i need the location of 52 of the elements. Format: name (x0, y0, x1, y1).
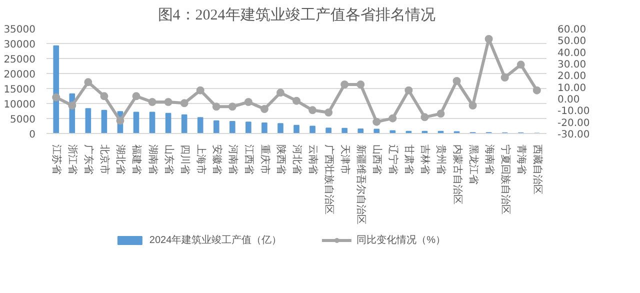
x-tick-label: 江苏省 (50, 144, 63, 174)
x-tick-label: 福建省 (130, 144, 143, 174)
y2-tick-label: -10.00 (558, 106, 590, 118)
x-tick-label: 河北省 (291, 144, 303, 174)
x-tick-label: 上海市 (194, 144, 207, 174)
x-tick-label: 吉林省 (419, 144, 432, 174)
x-tick-label: 安徽省 (210, 144, 223, 174)
y2-tick-label: -20.00 (558, 118, 590, 129)
y-tick-label: 20000 (4, 70, 36, 80)
x-tick-label: 西藏自治区 (531, 144, 544, 194)
x-tick-label: 宁夏回族自治区 (499, 144, 512, 214)
x-tick-label: 辽宁省 (387, 144, 400, 174)
x-tick-label: 江西省 (242, 144, 255, 174)
y2-tick-label: 30.00 (558, 60, 586, 70)
legend-label: 2024年建筑业竣工产值（亿） (149, 234, 282, 247)
x-tick-label: 内蒙古自治区 (451, 144, 464, 204)
x-tick-label: 黑龙江省 (467, 144, 480, 184)
x-tick-label: 云南省 (307, 144, 320, 174)
x-tick-label: 陕西省 (274, 144, 287, 174)
x-tick-label: 湖南省 (146, 144, 159, 174)
y-tick-label: 30000 (4, 40, 36, 50)
x-tick-label: 山东省 (162, 144, 175, 174)
y-tick-label: 25000 (4, 54, 36, 66)
y2-tick-label: 60.00 (558, 24, 586, 36)
y2-tick-label: 20.00 (558, 71, 586, 82)
legend-label: 同比变化情况（%） (356, 234, 446, 247)
y2-tick-label: -30.00 (558, 130, 590, 140)
y-tick-label: 10000 (4, 100, 36, 110)
y-tick-label: 15000 (4, 84, 36, 96)
x-tick-label: 浙江省 (66, 144, 79, 174)
x-tick-label: 重庆市 (258, 144, 271, 174)
x-tick-label: 贵州省 (435, 144, 448, 174)
y2-tick-label: 10.00 (558, 82, 586, 94)
x-tick-label: 天津市 (339, 144, 352, 174)
x-tick-label: 青海省 (515, 144, 528, 174)
y-tick-label: 35000 (4, 24, 36, 36)
x-tick-label: 山西省 (371, 144, 384, 174)
x-tick-label: 广东省 (82, 144, 95, 174)
x-tick-label: 北京市 (98, 144, 111, 174)
chart-title: 图4：2024年建筑业竣工产值各省排名情况 (158, 6, 436, 24)
x-tick-label: 湖北省 (114, 144, 127, 174)
x-tick-label: 广西壮族自治区 (323, 144, 336, 214)
y2-tick-label: 50.00 (558, 36, 586, 48)
y2-tick-label: 0.00 (558, 94, 580, 106)
y-tick-label: 0 (29, 130, 36, 140)
y2-tick-label: 40.00 (558, 48, 586, 59)
x-tick-label: 海南省 (483, 144, 496, 174)
y-tick-label: 5000 (10, 114, 36, 126)
x-tick-label: 新疆维吾尔自治区 (355, 144, 368, 224)
x-tick-label: 河南省 (226, 144, 239, 174)
x-tick-label: 甘肃省 (403, 144, 416, 174)
x-tick-label: 四川省 (178, 144, 191, 174)
